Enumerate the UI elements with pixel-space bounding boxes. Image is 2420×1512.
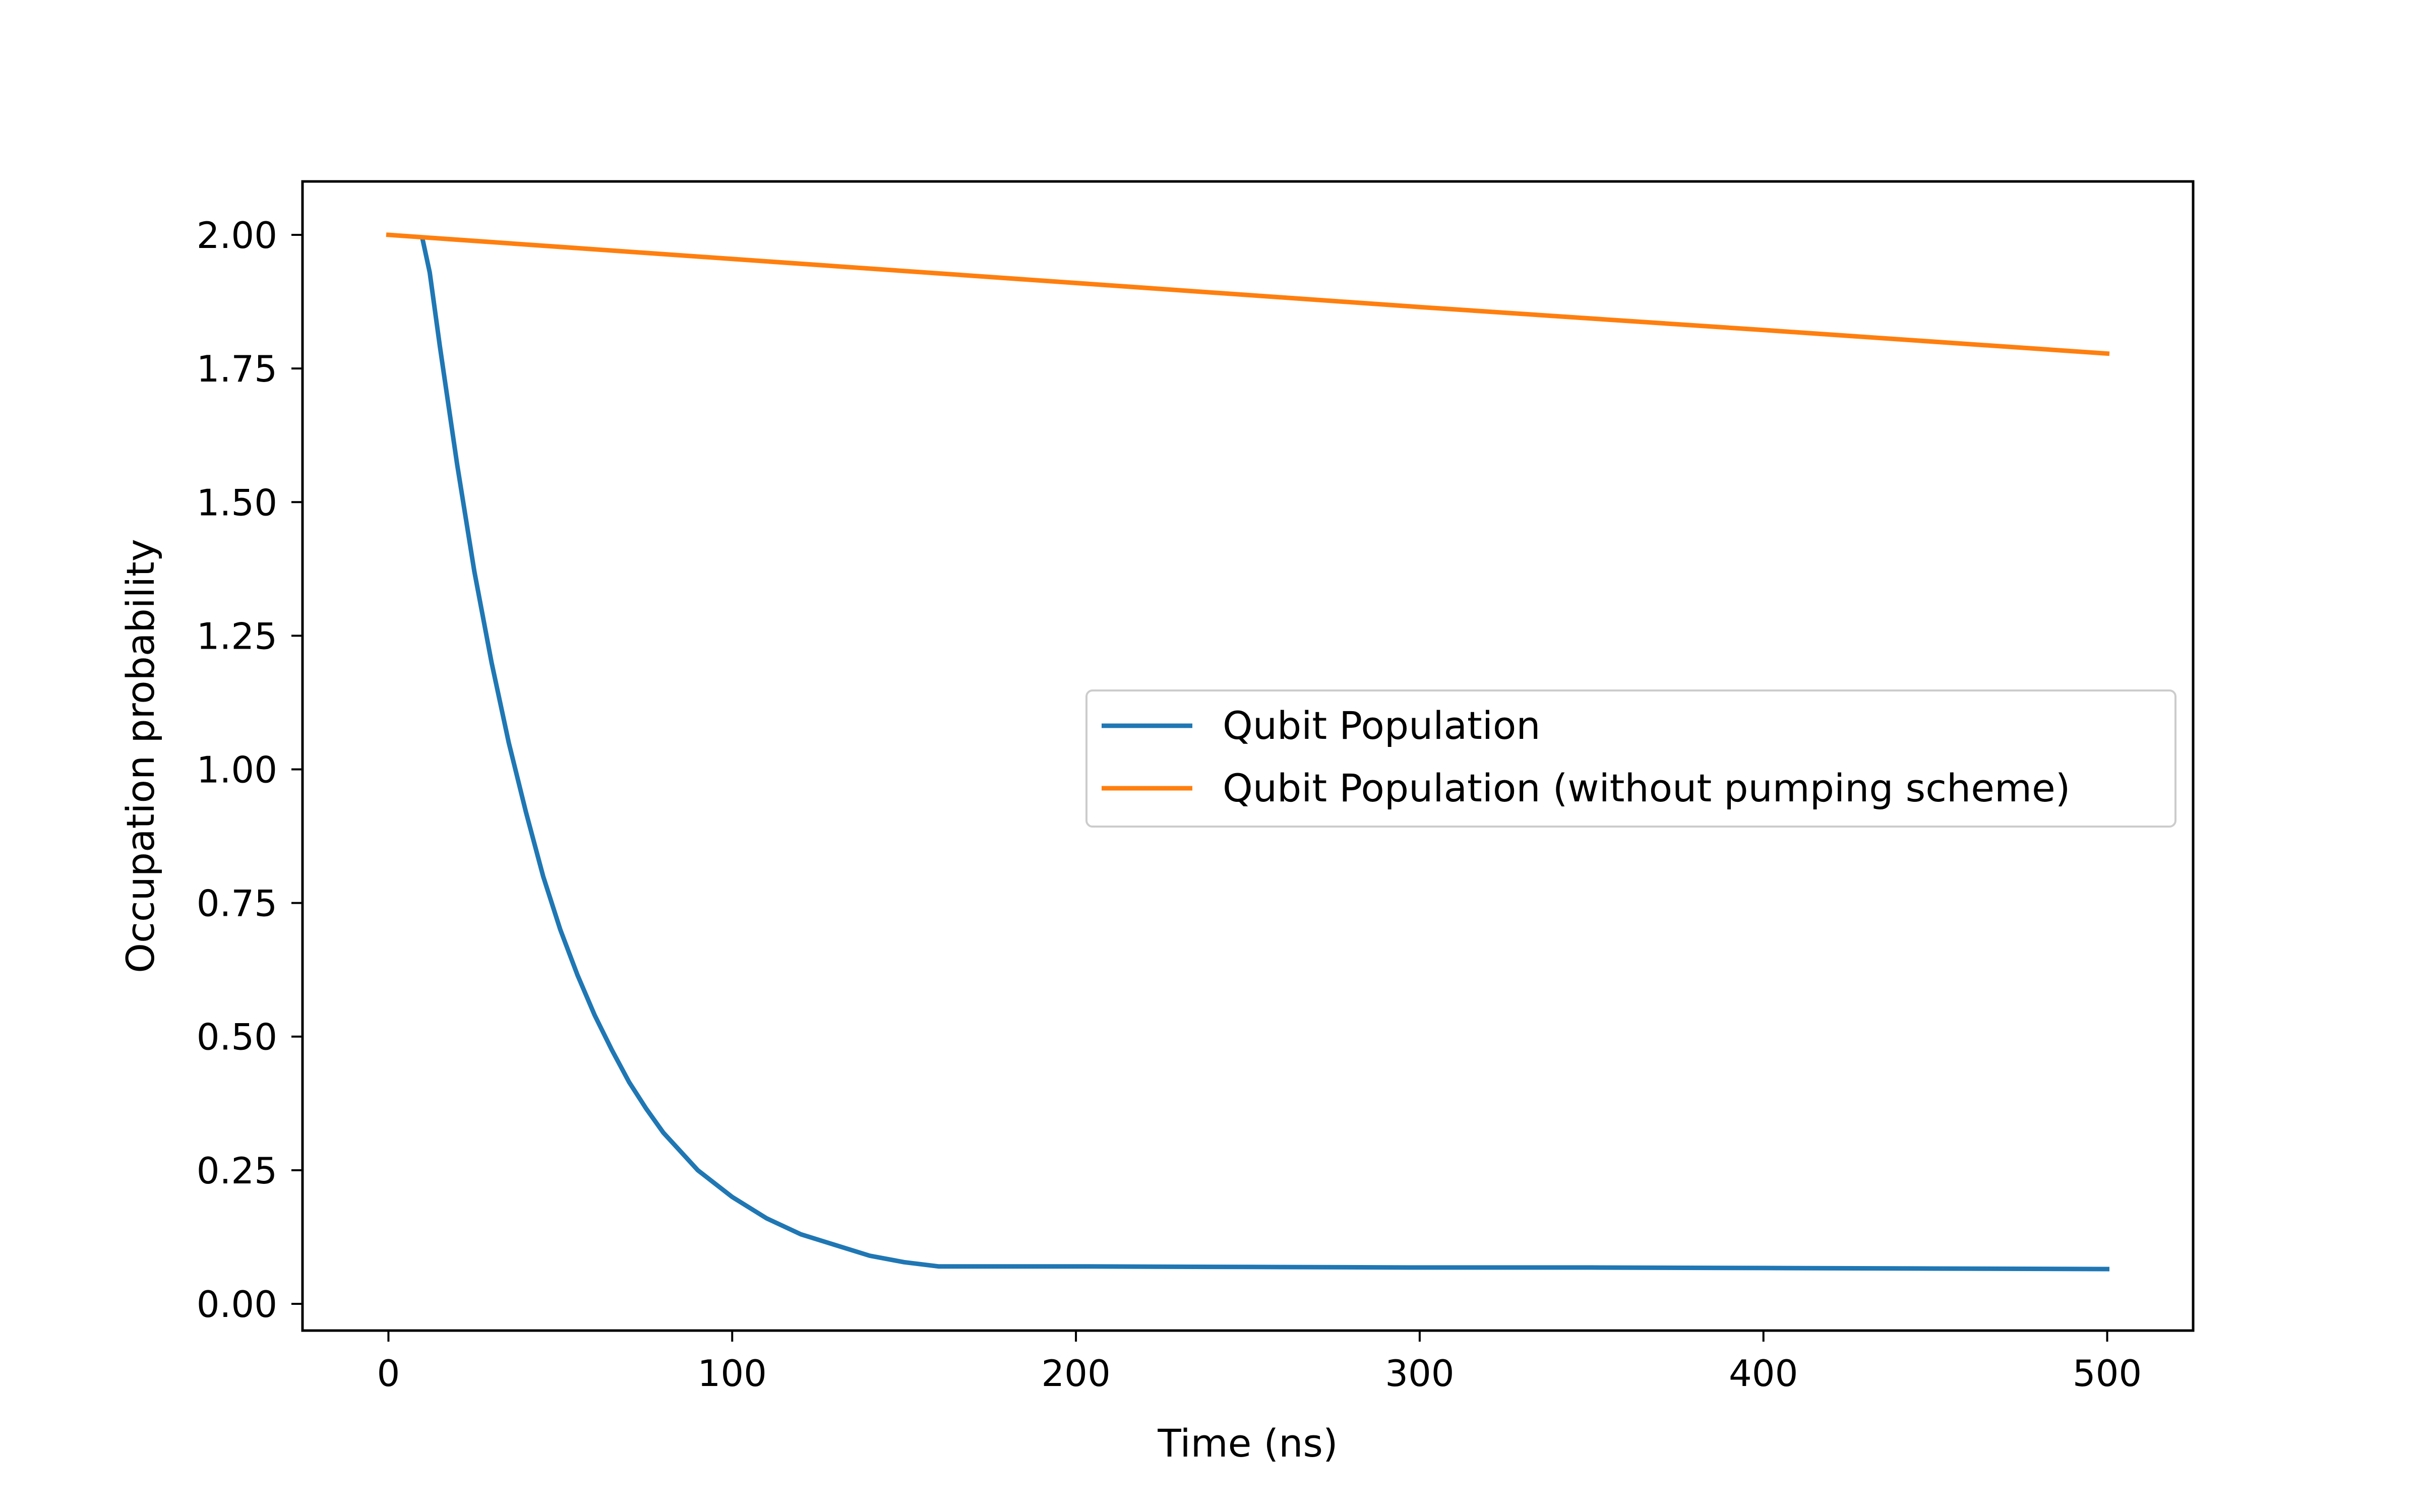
x-axis-label: Time (ns)	[1157, 1421, 1338, 1466]
y-tick-label: 2.00	[197, 214, 277, 257]
series-layer	[386, 232, 2110, 1272]
y-tick-label: 1.75	[197, 348, 277, 390]
x-tick-label: 500	[2073, 1352, 2142, 1395]
legend-label-2: Qubit Population (without pumping scheme…	[1223, 766, 2070, 810]
legend: Qubit Population Qubit Population (withou…	[1085, 689, 2176, 828]
legend-label-1: Qubit Population	[1223, 703, 1541, 748]
y-tick-label: 1.50	[197, 481, 277, 524]
x-tick-label: 100	[698, 1352, 767, 1395]
x-axis: 0 100 200 300 400 500	[377, 1331, 2142, 1395]
y-tick-label: 0.50	[197, 1016, 277, 1058]
y-tick-label: 0.25	[197, 1150, 277, 1192]
x-tick-label: 400	[1729, 1352, 1798, 1395]
legend-box	[1085, 689, 2176, 828]
y-axis: 0.00 0.25 0.50 0.75 1.00 1.25 1.50 1.75 2.00	[197, 214, 302, 1326]
y-tick-label: 1.25	[197, 615, 277, 657]
x-tick-label: 300	[1385, 1352, 1454, 1395]
series-line-2	[386, 232, 2110, 356]
x-tick-label: 0	[377, 1352, 400, 1395]
series-line-1	[420, 237, 2110, 1272]
x-tick-label: 200	[1041, 1352, 1110, 1395]
y-tick-label: 0.75	[197, 883, 277, 925]
y-axis-label: Occupation probability	[118, 539, 163, 973]
plot-frame	[301, 180, 2195, 1332]
y-tick-label: 0.00	[197, 1283, 277, 1326]
y-tick-label: 1.00	[197, 749, 277, 791]
